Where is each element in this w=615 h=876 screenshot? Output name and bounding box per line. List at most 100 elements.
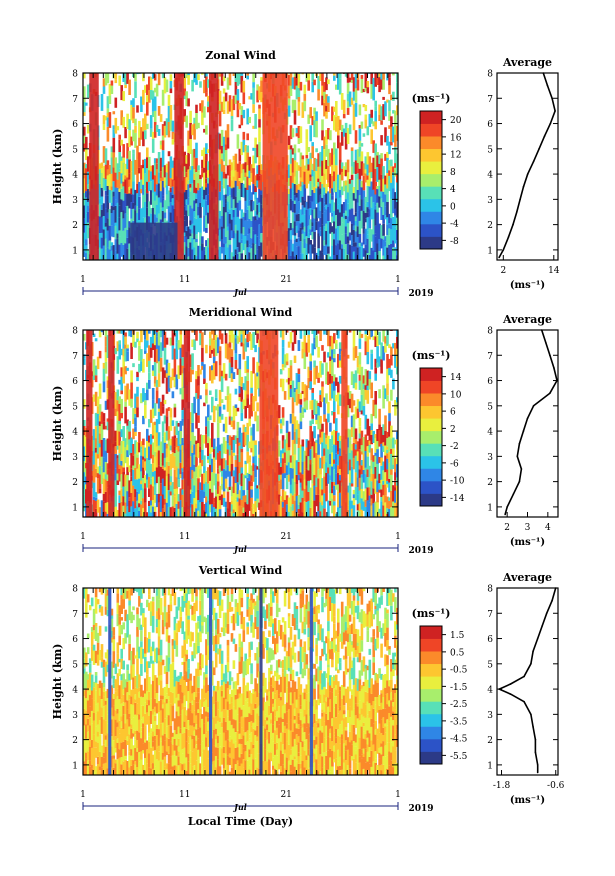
heatmap-cell [388,451,391,463]
heatmap-cell [236,202,240,217]
heatmap-cell [295,238,299,242]
heatmap-cell [360,242,364,246]
heatmap-cell [368,465,372,478]
heatmap-cell [205,382,208,390]
heatmap-cell [226,226,230,231]
heatmap-cell [224,178,228,195]
heatmap-cell [232,95,236,111]
heatmap-cell [161,150,165,168]
heatmap-cell [230,504,234,512]
heatmap-cell [94,588,98,598]
heatmap-cell [94,508,98,517]
heatmap-cell [122,356,125,368]
heatmap-cell [279,467,283,475]
heatmap-cell [390,198,393,205]
heatmap-cell [214,361,218,377]
heatmap-cell [193,148,196,158]
heatmap-cell [92,681,96,688]
heatmap-cell [130,452,133,469]
heatmap-cell [301,341,305,349]
heatmap-cell [114,699,118,711]
heatmap-cell [207,500,210,517]
profile-y-tick-label: 2 [487,221,493,231]
heatmap-stripe [108,330,115,517]
heatmap-cell [112,675,116,684]
heatmap-cell [195,172,198,188]
heatmap-cell [177,451,181,469]
heatmap-cell [140,500,143,505]
heatmap-cell [120,413,123,419]
heatmap-cell [114,408,118,416]
profile-point [502,249,505,251]
heatmap-cell [195,234,198,239]
heatmap-cell [386,481,389,485]
heatmap-cell [360,477,364,489]
heatmap-cell [209,480,212,489]
heatmap-cell [130,382,133,399]
heatmap-cell [392,201,395,214]
heatmap-cell [311,209,314,223]
heatmap-cell [396,464,398,478]
heatmap-cell [132,181,135,195]
heatmap-cell [98,715,102,720]
heatmap-cell [234,233,238,242]
heatmap-cell [384,388,387,399]
heatmap-cell [207,212,210,224]
heatmap-cell [338,249,342,260]
heatmap-cell [303,384,307,398]
heatmap-cell [220,247,224,254]
heatmap-cell [323,206,326,212]
heatmap-cell [171,120,175,132]
heatmap-cell [325,168,328,180]
heatmap-cell [122,116,125,128]
heatmap-cell [212,340,216,349]
heatmap-cell [98,650,102,661]
heatmap-cell [386,446,389,450]
heatmap-cell [289,468,293,485]
heatmap-cell [148,372,151,380]
heatmap-cell [370,73,373,85]
heatmap-cell [295,496,299,513]
heatmap-cell [350,150,354,167]
heatmap-cell [148,170,151,182]
heatmap-cell [346,243,350,255]
heatmap-cell [248,156,251,171]
heatmap-cell [157,172,161,184]
heatmap-cell [179,474,183,479]
heatmap-cell [297,509,301,514]
heatmap-cell [136,637,139,652]
heatmap-cell [333,154,336,172]
heatmap-cell [118,720,121,730]
heatmap-cell [354,130,358,144]
heatmap-cell [163,498,167,505]
heatmap-cell [305,223,309,237]
heatmap-cell [256,197,259,205]
heatmap-cell [218,218,222,230]
heatmap-cell [212,462,216,473]
heatmap-cell [256,330,259,334]
heatmap-cell [185,163,188,172]
heatmap-cell [309,181,312,196]
heatmap-cell [205,227,208,233]
heatmap-cell [230,500,234,505]
heatmap-cell [211,458,214,473]
heatmap-cell [386,157,389,173]
heatmap-cell [167,175,171,186]
heatmap-cell [151,208,155,224]
heatmap-cell [277,330,281,331]
heatmap-cell [346,73,350,83]
heatmap-cell [342,238,346,249]
y-tick-label: 4 [72,171,78,181]
heatmap-cell [222,404,226,410]
heatmap-cell [238,242,242,252]
heatmap-cell [323,240,326,246]
heatmap-cell [86,201,90,206]
heatmap-cell [132,745,135,761]
heatmap-cell [378,163,381,180]
heatmap-cell [138,196,141,209]
heatmap-cell [309,495,312,508]
heatmap-cell [85,245,88,254]
heatmap-cell [134,81,137,98]
colorbar-frame [419,367,443,507]
heatmap-cell [130,689,133,697]
